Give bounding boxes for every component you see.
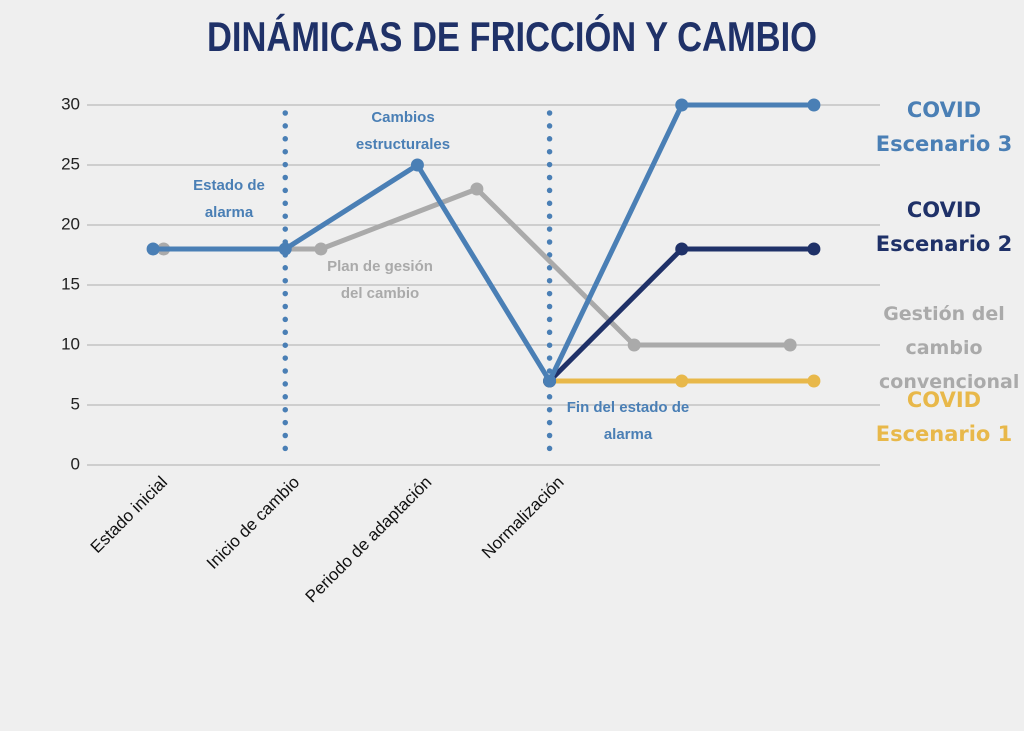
series-line bbox=[547, 246, 814, 383]
annotation: Fin del estado de alarma bbox=[566, 399, 690, 443]
data-point bbox=[278, 242, 292, 256]
legend-entry: Gestión del cambio convencional bbox=[879, 303, 1020, 393]
data-point bbox=[146, 242, 160, 256]
data-point bbox=[783, 338, 797, 352]
x-tick-label: Estado inicial bbox=[87, 473, 171, 557]
data-point bbox=[470, 182, 484, 196]
data-point bbox=[675, 374, 689, 388]
y-tick-label: 15 bbox=[61, 274, 80, 293]
legend-entry: COVID Escenario 3 bbox=[875, 98, 1013, 156]
series-line bbox=[153, 102, 814, 384]
data-point bbox=[807, 374, 821, 388]
y-tick-label: 10 bbox=[61, 334, 80, 353]
annotation: Cambios estructurales bbox=[355, 109, 451, 153]
y-tick-label: 20 bbox=[61, 214, 80, 233]
y-tick-label: 30 bbox=[61, 94, 80, 113]
chart-title: DINÁMICAS DE FRICCIÓN Y CAMBIO bbox=[207, 12, 817, 60]
legend-entry: COVID Escenario 1 bbox=[875, 388, 1013, 446]
legend-entry: COVID Escenario 2 bbox=[875, 198, 1013, 256]
x-tick-label: Normalización bbox=[478, 473, 568, 563]
data-point bbox=[675, 242, 689, 256]
x-tick-label: Inicio de cambio bbox=[203, 473, 303, 573]
data-point bbox=[314, 242, 328, 256]
data-point bbox=[627, 338, 641, 352]
data-point bbox=[543, 374, 557, 388]
y-tick-label: 25 bbox=[61, 154, 80, 173]
annotation: Plan de gesión del cambio bbox=[327, 258, 433, 302]
data-point bbox=[675, 98, 689, 112]
y-tick-label: 0 bbox=[71, 454, 80, 473]
annotation: Estado de alarma bbox=[193, 177, 265, 221]
data-point bbox=[410, 158, 424, 172]
x-tick-label: Periodo de adaptación bbox=[302, 473, 436, 607]
data-point bbox=[807, 98, 821, 112]
y-tick-label: 5 bbox=[71, 394, 80, 413]
data-point bbox=[807, 242, 821, 256]
